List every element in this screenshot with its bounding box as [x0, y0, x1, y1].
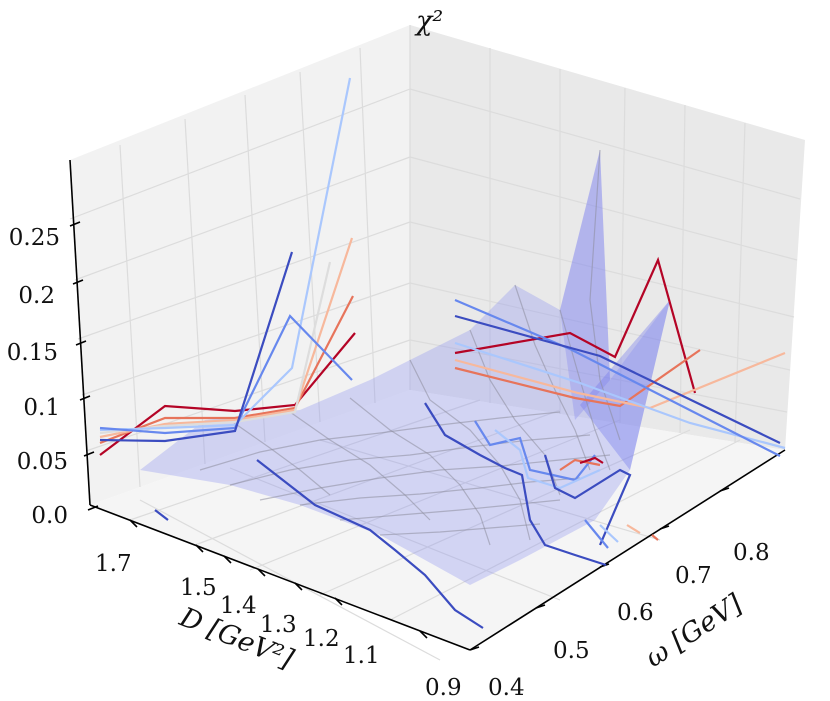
- d-tick-label: 1.2: [303, 626, 340, 652]
- d-tick-label: 0.9: [425, 675, 462, 701]
- series-line-right-5: [454, 298, 781, 457]
- tick-marks: [69, 221, 730, 651]
- series-line-small-5: [543, 454, 632, 546]
- series-line-front: [256, 459, 484, 629]
- surface-fold: [580, 300, 670, 470]
- series-line-mid: [424, 402, 607, 567]
- d-tick-label: 1.1: [343, 643, 380, 669]
- series-line-small-4: [579, 456, 604, 465]
- d-tick-label: 1.4: [220, 593, 257, 619]
- series-line-left-1: [99, 332, 356, 456]
- series-line-small-3: [559, 458, 601, 471]
- series-line-right-3: [454, 351, 786, 410]
- series-line-left-7: [99, 251, 294, 443]
- z-tick-label: 0.1: [23, 395, 60, 421]
- back-pane-left: [70, 25, 410, 505]
- series-line-floor-1: [584, 519, 609, 549]
- surface-sheet: [140, 150, 670, 585]
- d-tick-label: 1.5: [180, 575, 217, 601]
- w-tick-label: 0.6: [617, 600, 654, 626]
- z-tick-label: 0.05: [17, 449, 68, 475]
- series-line-right-2: [454, 349, 701, 408]
- w-tick-label: 0.7: [675, 563, 712, 589]
- z-tick-labels: 0.25 0.2 0.15 0.1 0.05 0.0: [7, 225, 68, 529]
- z-axis-title: χ²: [414, 6, 443, 37]
- w-tick-label: 0.5: [553, 638, 590, 664]
- d-tick-label: 1.3: [260, 612, 297, 638]
- w-tick-labels: 0.4 0.5 0.6 0.7 0.8: [488, 540, 770, 701]
- series-line-left-2: [99, 295, 354, 445]
- series-line-floor-3: [626, 524, 641, 534]
- w-axis-title: ω [GeV]: [640, 588, 748, 673]
- chi2-surface: [140, 149, 670, 585]
- series-line-floor-4: [651, 534, 659, 541]
- d-tick-labels: 1.7 1.5 1.4 1.3 1.2 1.1 0.9: [95, 551, 462, 701]
- z-tick-label: 0.15: [7, 340, 58, 366]
- series-line-right-6: [454, 314, 781, 444]
- surface-mesh: [199, 149, 621, 546]
- series-line-right-1: [454, 256, 697, 394]
- d-tick-label: 1.7: [95, 551, 132, 577]
- z-tick-label: 0.0: [31, 503, 68, 529]
- z-tick-label: 0.25: [9, 225, 60, 251]
- w-tick-label: 0.8: [733, 540, 770, 566]
- axis-lines: [69, 159, 786, 651]
- w-tick-label: 0.4: [488, 675, 525, 701]
- series-line-small-1: [474, 420, 596, 482]
- series-line-small-2: [494, 429, 601, 490]
- series-line-floor-2: [599, 524, 619, 543]
- series-line-floor-5: [154, 509, 169, 521]
- series-line-left-5: [99, 77, 352, 432]
- series-lines: [99, 77, 786, 629]
- z-tick-label: 0.2: [18, 283, 55, 309]
- floor-pane: [90, 390, 785, 650]
